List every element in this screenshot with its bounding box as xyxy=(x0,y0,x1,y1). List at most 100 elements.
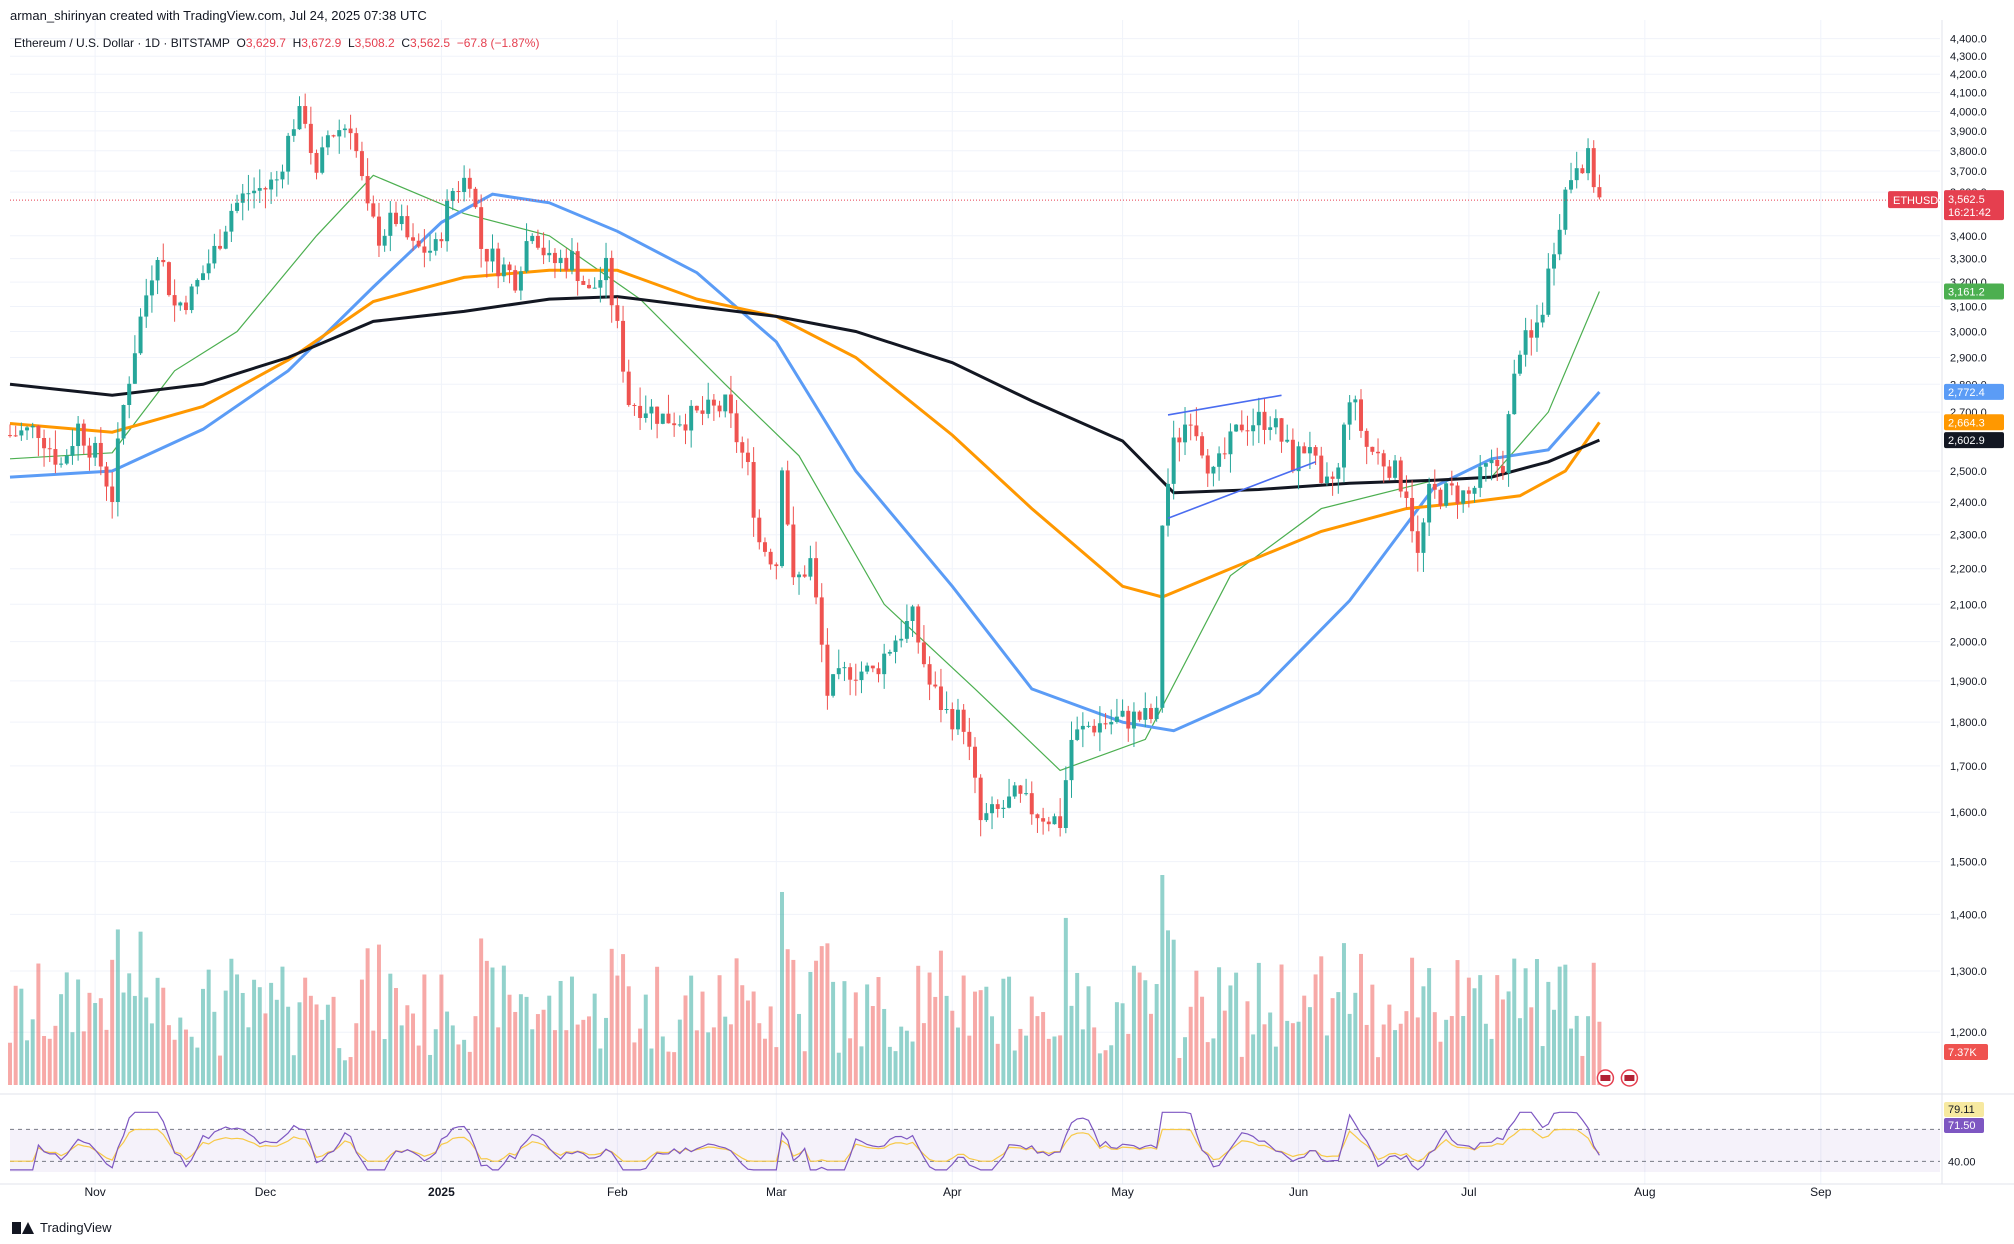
candle-body xyxy=(365,176,370,204)
candle-body xyxy=(411,237,416,241)
volume-bar xyxy=(762,1038,767,1085)
volume-tag-label: 7.37K xyxy=(1948,1047,1977,1059)
volume-bar xyxy=(1523,968,1528,1085)
candle-body xyxy=(768,551,773,565)
volume-bar xyxy=(490,967,495,1085)
candle-body xyxy=(973,746,977,778)
candle-body xyxy=(910,606,915,621)
tradingview-logo-icon xyxy=(12,1221,34,1234)
volume-bar xyxy=(1200,996,1205,1085)
y-tick-label: 2,500.0 xyxy=(1950,466,1987,478)
candle-body xyxy=(359,151,364,177)
high-label: H xyxy=(292,36,302,50)
candle-body xyxy=(1563,189,1568,230)
candle-body xyxy=(802,574,807,577)
volume-bar xyxy=(882,1008,887,1085)
candle-body xyxy=(428,250,433,253)
symbol-title: Ethereum / U.S. Dollar · 1D · BITSTAMP xyxy=(14,36,230,50)
volume-bar xyxy=(910,1041,915,1085)
y-tick-label: 2,200.0 xyxy=(1950,564,1987,576)
volume-bar xyxy=(1086,986,1091,1085)
trendline xyxy=(1167,461,1316,520)
volume-bar xyxy=(558,980,563,1085)
candle-body xyxy=(734,413,739,443)
candle-body xyxy=(1103,723,1108,725)
volume-bar xyxy=(887,1046,892,1085)
volume-bar xyxy=(859,1046,864,1085)
volume-bar xyxy=(1279,964,1284,1085)
candle-body xyxy=(984,813,989,821)
candle-body xyxy=(575,251,580,282)
volume-bar xyxy=(1148,1013,1153,1085)
candle-body xyxy=(98,442,103,467)
candle-body xyxy=(314,152,319,173)
candle-body xyxy=(246,193,251,195)
candle-body xyxy=(76,423,81,447)
candle-body xyxy=(621,320,626,372)
volume-bar xyxy=(399,1025,404,1085)
candle-body xyxy=(1114,716,1119,722)
volume-bar xyxy=(178,1017,183,1085)
x-tick-label: Jun xyxy=(1289,1185,1308,1199)
candle-body xyxy=(904,620,909,639)
candle-body xyxy=(842,667,847,669)
volume-bar xyxy=(1273,1046,1278,1085)
volume-bar xyxy=(87,992,92,1085)
ma-value-label: 2,664.3 xyxy=(1948,417,1985,429)
volume-bar xyxy=(1097,1053,1102,1085)
candle-body xyxy=(587,284,591,289)
volume-bar xyxy=(467,1051,472,1085)
y-tick-label: 1,600.0 xyxy=(1950,807,1987,819)
volume-bar xyxy=(978,990,983,1085)
volume-bar xyxy=(575,1024,580,1085)
volume-bar xyxy=(1024,1035,1029,1085)
volume-bar xyxy=(1574,1015,1579,1085)
candle-body xyxy=(110,486,115,502)
candle-body xyxy=(530,235,535,242)
y-tick-label: 2,900.0 xyxy=(1950,352,1987,364)
candle-body xyxy=(218,245,223,249)
x-tick-label: Feb xyxy=(607,1185,628,1199)
candle-body xyxy=(1398,460,1403,492)
candle-body xyxy=(1035,814,1040,819)
volume-bar xyxy=(1506,991,1511,1085)
volume-bar xyxy=(1580,1055,1585,1085)
volume-bar xyxy=(870,1006,875,1085)
volume-bar xyxy=(388,973,393,1085)
y-tick-label: 3,700.0 xyxy=(1950,166,1987,178)
candle-body xyxy=(223,231,228,249)
volume-bar xyxy=(1500,999,1505,1085)
volume-bar xyxy=(183,1029,188,1085)
y-tick-label: 3,100.0 xyxy=(1950,301,1987,313)
volume-bar xyxy=(1347,1013,1352,1085)
volume-bar xyxy=(314,1004,319,1085)
candle-body xyxy=(308,123,313,153)
tradingview-brand[interactable]: TradingView xyxy=(12,1220,112,1235)
volume-bar xyxy=(331,996,336,1085)
candle-body xyxy=(938,686,943,711)
volume-bar xyxy=(927,972,932,1085)
candle-body xyxy=(1268,427,1273,430)
volume-bars xyxy=(8,875,1602,1085)
volume-bar xyxy=(280,966,285,1085)
volume-bar xyxy=(1302,995,1307,1085)
symbol-legend[interactable]: Ethereum / U.S. Dollar · 1D · BITSTAMP O… xyxy=(14,36,539,50)
volume-bar xyxy=(1211,1038,1216,1085)
candle-body xyxy=(1029,793,1034,815)
candle-body xyxy=(1109,721,1114,725)
trendlines[interactable] xyxy=(1167,394,1316,520)
volume-bar xyxy=(592,993,597,1085)
candle-body xyxy=(325,135,330,148)
volume-bar xyxy=(308,995,313,1085)
candle-body xyxy=(1131,711,1136,729)
volume-bar xyxy=(1324,1035,1329,1085)
volume-bar xyxy=(916,965,921,1085)
event-flags[interactable] xyxy=(1596,1069,1639,1087)
x-tick-label: May xyxy=(1111,1185,1134,1199)
candle-body xyxy=(280,171,285,180)
volume-bar xyxy=(297,1002,302,1085)
y-tick-label: 3,400.0 xyxy=(1950,231,1987,243)
candle-body xyxy=(927,664,932,685)
candle-body xyxy=(1007,796,1012,808)
